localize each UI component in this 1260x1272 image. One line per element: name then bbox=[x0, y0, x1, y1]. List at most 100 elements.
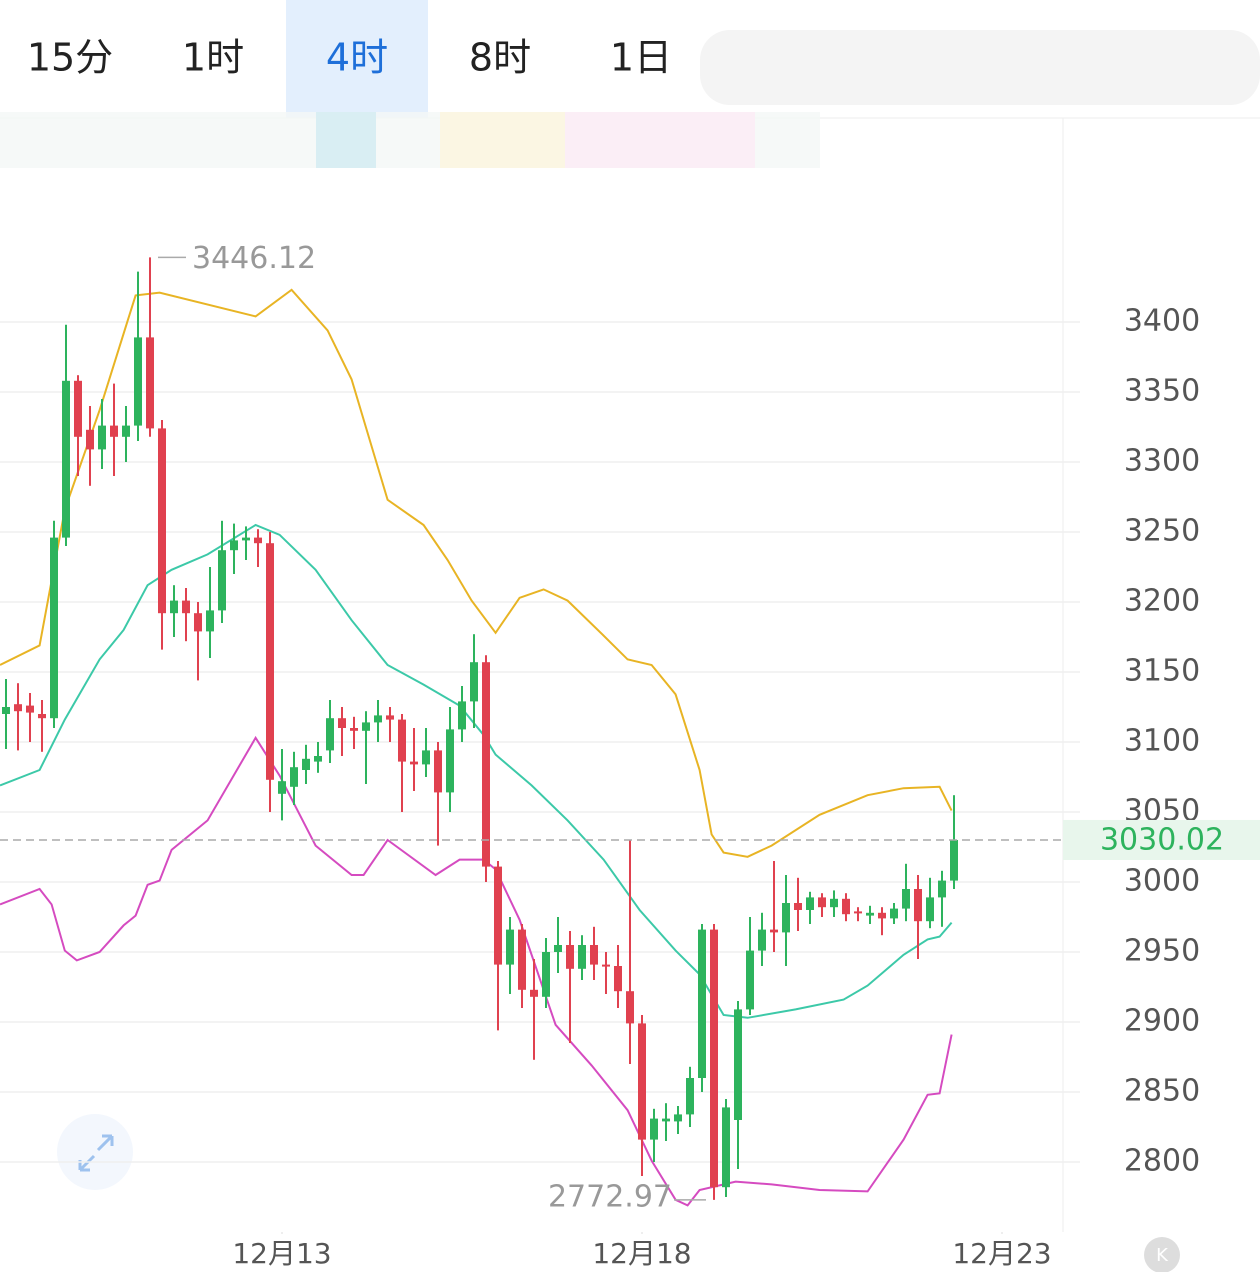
candle-body bbox=[26, 705, 34, 713]
candle-body bbox=[362, 722, 370, 731]
candle-body bbox=[122, 425, 130, 437]
candle-body bbox=[398, 719, 406, 762]
y-tick-label: 3400 bbox=[1124, 304, 1200, 339]
candle-body bbox=[158, 428, 166, 614]
y-tick-label: 3200 bbox=[1124, 584, 1200, 619]
candle-body bbox=[614, 966, 622, 992]
candle-body bbox=[338, 718, 346, 728]
candle-body bbox=[914, 889, 922, 922]
y-tick-label: 3300 bbox=[1124, 444, 1200, 479]
candle-body bbox=[662, 1118, 670, 1122]
band-line bbox=[0, 288, 953, 858]
candle-body bbox=[470, 662, 478, 702]
y-tick-label: 2900 bbox=[1124, 1004, 1200, 1039]
blurred-indicator bbox=[440, 112, 565, 168]
y-tick-label: 2950 bbox=[1124, 934, 1200, 969]
y-tick-label: 3150 bbox=[1124, 654, 1200, 689]
candle-body bbox=[782, 903, 790, 933]
candle-body bbox=[254, 537, 262, 544]
y-tick-label: 2800 bbox=[1124, 1144, 1200, 1179]
candle-body bbox=[866, 912, 874, 916]
candle-body bbox=[722, 1107, 730, 1188]
tab[interactable]: 4时 bbox=[326, 36, 388, 80]
max-label: 3446.12 bbox=[192, 241, 316, 276]
blurred-area bbox=[700, 30, 1260, 105]
candle-body bbox=[458, 701, 466, 730]
candle-body bbox=[266, 543, 274, 780]
candle-body bbox=[578, 945, 586, 969]
candle-body bbox=[698, 929, 706, 1078]
candle-body bbox=[758, 929, 766, 951]
candle-body bbox=[686, 1078, 694, 1115]
candle-body bbox=[182, 600, 190, 614]
candle-body bbox=[890, 908, 898, 919]
candle-body bbox=[674, 1114, 682, 1122]
candle-body bbox=[98, 425, 106, 450]
x-tick-label: 12月18 bbox=[592, 1237, 691, 1270]
y-tick-label: 3000 bbox=[1124, 864, 1200, 899]
candle-body bbox=[146, 337, 154, 429]
candle-body bbox=[422, 750, 430, 765]
tab[interactable]: 8时 bbox=[469, 36, 531, 80]
candle-body bbox=[410, 761, 418, 765]
fullscreen-button[interactable] bbox=[57, 1114, 133, 1190]
y-tick-label: 2850 bbox=[1124, 1074, 1200, 1109]
candle-body bbox=[230, 540, 238, 551]
candle-body bbox=[638, 1023, 646, 1140]
candle-body bbox=[506, 929, 514, 965]
candle-body bbox=[602, 964, 610, 967]
tab[interactable]: 15分 bbox=[27, 36, 113, 80]
candle-body bbox=[566, 945, 574, 969]
candle-body bbox=[326, 718, 334, 751]
x-tick-label: 12月13 bbox=[232, 1237, 331, 1270]
candle-body bbox=[734, 1009, 742, 1120]
candle-body bbox=[170, 600, 178, 614]
candle-body bbox=[14, 704, 22, 712]
candle-body bbox=[590, 945, 598, 965]
candle-body bbox=[50, 537, 58, 719]
candle-body bbox=[482, 662, 490, 867]
y-tick-label: 3250 bbox=[1124, 514, 1200, 549]
candle-body bbox=[38, 714, 46, 719]
candle-body bbox=[950, 839, 958, 881]
candle-body bbox=[926, 897, 934, 922]
candle-body bbox=[62, 380, 70, 538]
candle-body bbox=[806, 897, 814, 910]
blurred-indicator bbox=[565, 112, 755, 168]
candle-body bbox=[434, 750, 442, 793]
candle-body bbox=[794, 903, 802, 910]
candle-body bbox=[386, 715, 394, 720]
candle-body bbox=[542, 952, 550, 997]
candle-body bbox=[86, 429, 94, 450]
candle-body bbox=[446, 729, 454, 793]
candle-body bbox=[554, 945, 562, 952]
candle-body bbox=[746, 950, 754, 1010]
candle-body bbox=[374, 715, 382, 723]
price-label: 3030.02 bbox=[1100, 822, 1224, 857]
k-button[interactable] bbox=[1144, 1237, 1180, 1272]
tab[interactable]: 1时 bbox=[182, 36, 244, 80]
candle-body bbox=[830, 898, 838, 908]
candle-body bbox=[494, 866, 502, 965]
candle-body bbox=[350, 728, 358, 731]
tab[interactable]: 1日 bbox=[610, 36, 672, 80]
candle-body bbox=[626, 991, 634, 1024]
candle-body bbox=[878, 912, 886, 919]
candle-body bbox=[818, 897, 826, 908]
x-tick-label: 12月23 bbox=[952, 1237, 1051, 1270]
candle-body bbox=[902, 889, 910, 909]
candle-body bbox=[842, 898, 850, 915]
candle-body bbox=[206, 610, 214, 632]
candle-body bbox=[938, 880, 946, 898]
candle-body bbox=[770, 929, 778, 933]
candle-body bbox=[710, 929, 718, 1188]
candle-body bbox=[242, 537, 250, 541]
candle-body bbox=[290, 767, 298, 787]
band-line bbox=[0, 735, 953, 1207]
k-icon: K bbox=[1156, 1245, 1169, 1266]
price-box bbox=[1063, 819, 1260, 860]
candle-body bbox=[110, 425, 118, 437]
y-tick-label: 3350 bbox=[1124, 374, 1200, 409]
